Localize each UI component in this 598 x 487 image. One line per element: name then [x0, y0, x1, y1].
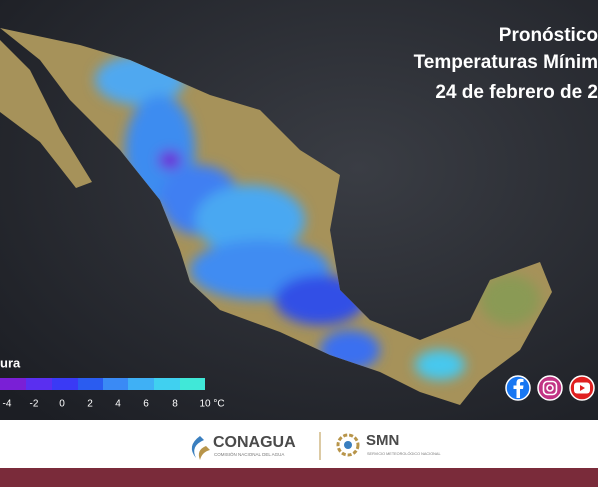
- footer: [0, 420, 598, 468]
- legend-label: 10 °C: [199, 399, 224, 410]
- title-line: Temperaturas Mínim: [414, 52, 598, 73]
- title-line: Pronóstico: [499, 25, 598, 46]
- legend-label: 0: [59, 399, 65, 410]
- legend-title: ura: [0, 355, 21, 370]
- legend-label: -4: [3, 399, 12, 410]
- legend-label: -2: [30, 399, 39, 410]
- legend: ura -4 -2 0 2 4 6 8 10 °C: [0, 355, 225, 410]
- color-swatch: [78, 378, 103, 390]
- legend-label: 2: [87, 399, 93, 410]
- title-line: 24 de febrero de 2: [435, 82, 598, 103]
- youtube-icon[interactable]: [569, 375, 595, 401]
- conagua-subtitle: COMISIÓN NACIONAL DEL AGUA: [214, 451, 284, 457]
- color-swatch: [154, 378, 180, 390]
- color-swatch: [128, 378, 154, 390]
- instagram-icon[interactable]: [537, 375, 563, 401]
- bottom-bar: [0, 468, 598, 487]
- legend-label: 8: [172, 399, 178, 410]
- facebook-icon[interactable]: [505, 375, 531, 401]
- legend-label: 4: [115, 399, 121, 410]
- color-swatch: [103, 378, 128, 390]
- conagua-name: CONAGUA: [213, 434, 296, 451]
- color-swatch: [180, 378, 205, 390]
- legend-label: 6: [143, 399, 149, 410]
- title: Pronóstico Temperaturas Mínim 24 de febr…: [414, 25, 598, 103]
- color-swatch: [52, 378, 78, 390]
- social-icons: [505, 375, 595, 401]
- smn-name: SMN: [366, 432, 399, 449]
- color-swatch: [0, 378, 26, 390]
- smn-logo: SMN SERVICIO METEOROLÓGICO NACIONAL: [336, 432, 441, 457]
- color-swatch: [26, 378, 52, 390]
- conagua-logo: CONAGUA COMISIÓN NACIONAL DEL AGUA: [191, 434, 296, 460]
- smn-subtitle: SERVICIO METEOROLÓGICO NACIONAL: [367, 451, 441, 456]
